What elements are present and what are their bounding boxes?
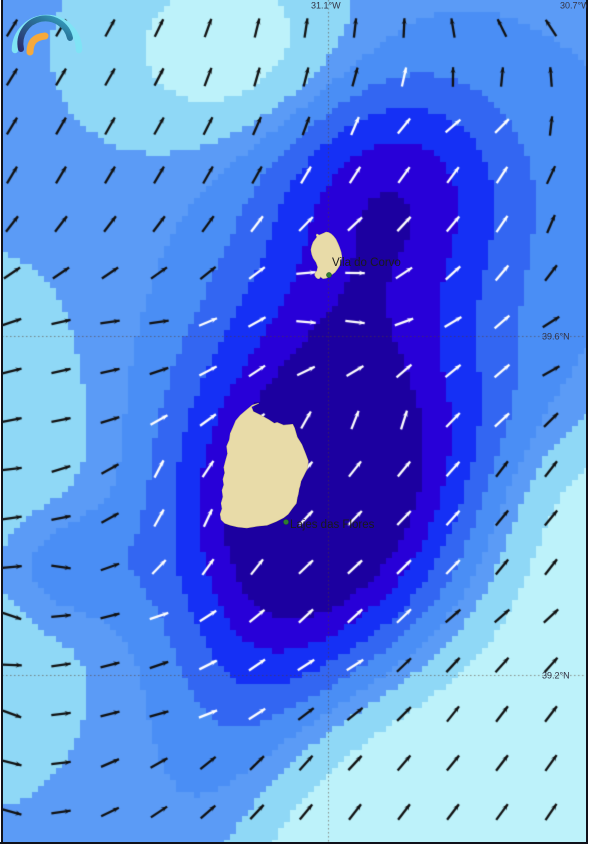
svg-text:39.2°N: 39.2°N	[542, 671, 570, 681]
svg-text:31.1°W: 31.1°W	[311, 1, 341, 11]
svg-text:Vila do Corvo: Vila do Corvo	[332, 257, 401, 269]
svg-text:30.7°W: 30.7°W	[560, 1, 587, 11]
svg-text:39.6°N: 39.6°N	[542, 332, 570, 342]
svg-text:Lajes das Flores: Lajes das Flores	[290, 519, 375, 531]
